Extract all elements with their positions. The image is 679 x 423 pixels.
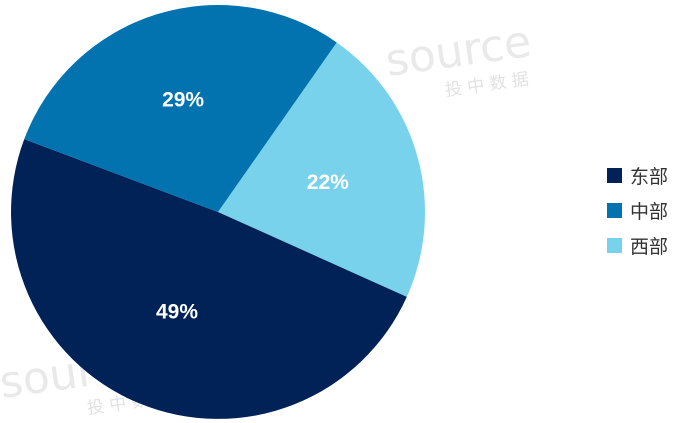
legend-label-east: 东部 — [630, 166, 668, 188]
data-label-central: 29% — [162, 88, 204, 111]
legend-label-west: 西部 — [630, 236, 668, 258]
slice-east — [11, 139, 407, 419]
slice-central — [24, 5, 337, 212]
legend-label-central: 中部 — [630, 201, 668, 223]
legend: 东部 中部 西部 — [607, 166, 668, 258]
legend-swatch-west — [607, 238, 622, 253]
pie-slices — [11, 5, 425, 419]
pie-data-labels: 22% 49% 29% — [156, 88, 349, 323]
slice-west — [218, 42, 425, 297]
data-label-west: 22% — [307, 171, 349, 194]
legend-swatch-central — [607, 203, 622, 218]
data-label-east: 49% — [156, 301, 198, 324]
legend-swatch-east — [607, 168, 622, 183]
